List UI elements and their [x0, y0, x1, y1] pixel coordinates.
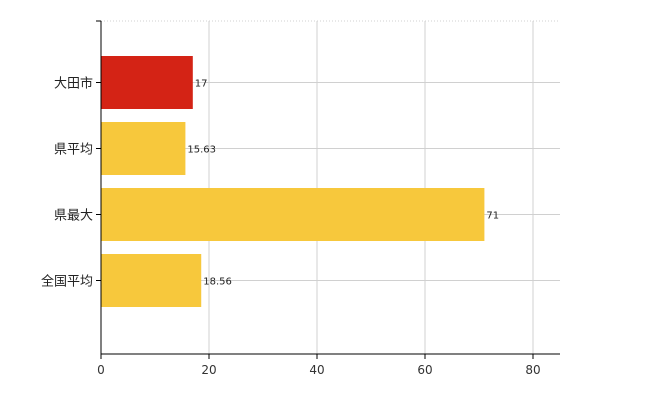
bar [101, 122, 186, 175]
x-tick-label: 20 [201, 363, 216, 377]
x-tick-label: 80 [525, 363, 540, 377]
x-tick-label: 60 [417, 363, 432, 377]
bar-value-label: 71 [486, 211, 499, 222]
bar [101, 56, 193, 109]
x-tick-label: 40 [309, 363, 324, 377]
bar [101, 188, 485, 241]
bar [101, 254, 202, 307]
x-tick-label: 0 [97, 363, 105, 377]
category-label: 県平均 [54, 143, 93, 158]
bar-value-label: 15.63 [187, 145, 216, 156]
category-label: 全国平均 [41, 274, 93, 290]
category-label: 県最大 [54, 209, 93, 224]
bar-value-label: 18.56 [203, 277, 232, 288]
bars [101, 56, 485, 307]
category-label: 大田市 [54, 76, 93, 92]
axes [96, 20, 560, 359]
bar-value-label: 17 [195, 79, 208, 90]
